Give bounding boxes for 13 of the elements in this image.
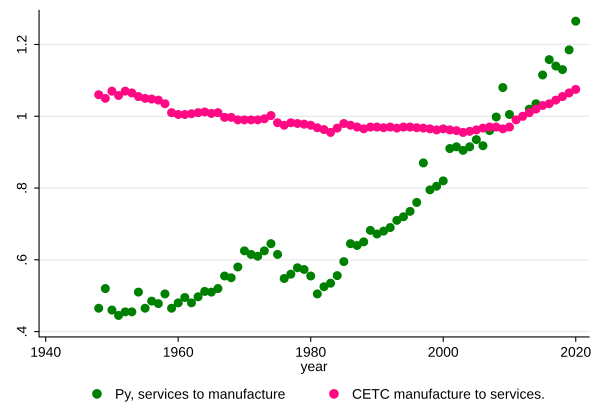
x-tick-label: 1960 bbox=[164, 347, 194, 357]
x-tick-label: 2000 bbox=[428, 347, 458, 357]
x-tick-label: 2020 bbox=[560, 347, 591, 357]
y-tick-label: .4 bbox=[16, 326, 26, 336]
y-tick-label: 1 bbox=[16, 113, 26, 120]
x-tick-label: 1980 bbox=[296, 347, 326, 357]
y-tick-label: .8 bbox=[16, 182, 27, 193]
x-axis-title: year bbox=[300, 364, 328, 374]
legend-label: Py, services to manufacture bbox=[116, 388, 285, 402]
legend-label: CETC manufacture to services. bbox=[352, 388, 544, 399]
y-tick-label: .6 bbox=[16, 254, 27, 264]
x-tick-label: 1940 bbox=[31, 347, 61, 357]
y-tick-label: 1.2 bbox=[16, 36, 26, 54]
